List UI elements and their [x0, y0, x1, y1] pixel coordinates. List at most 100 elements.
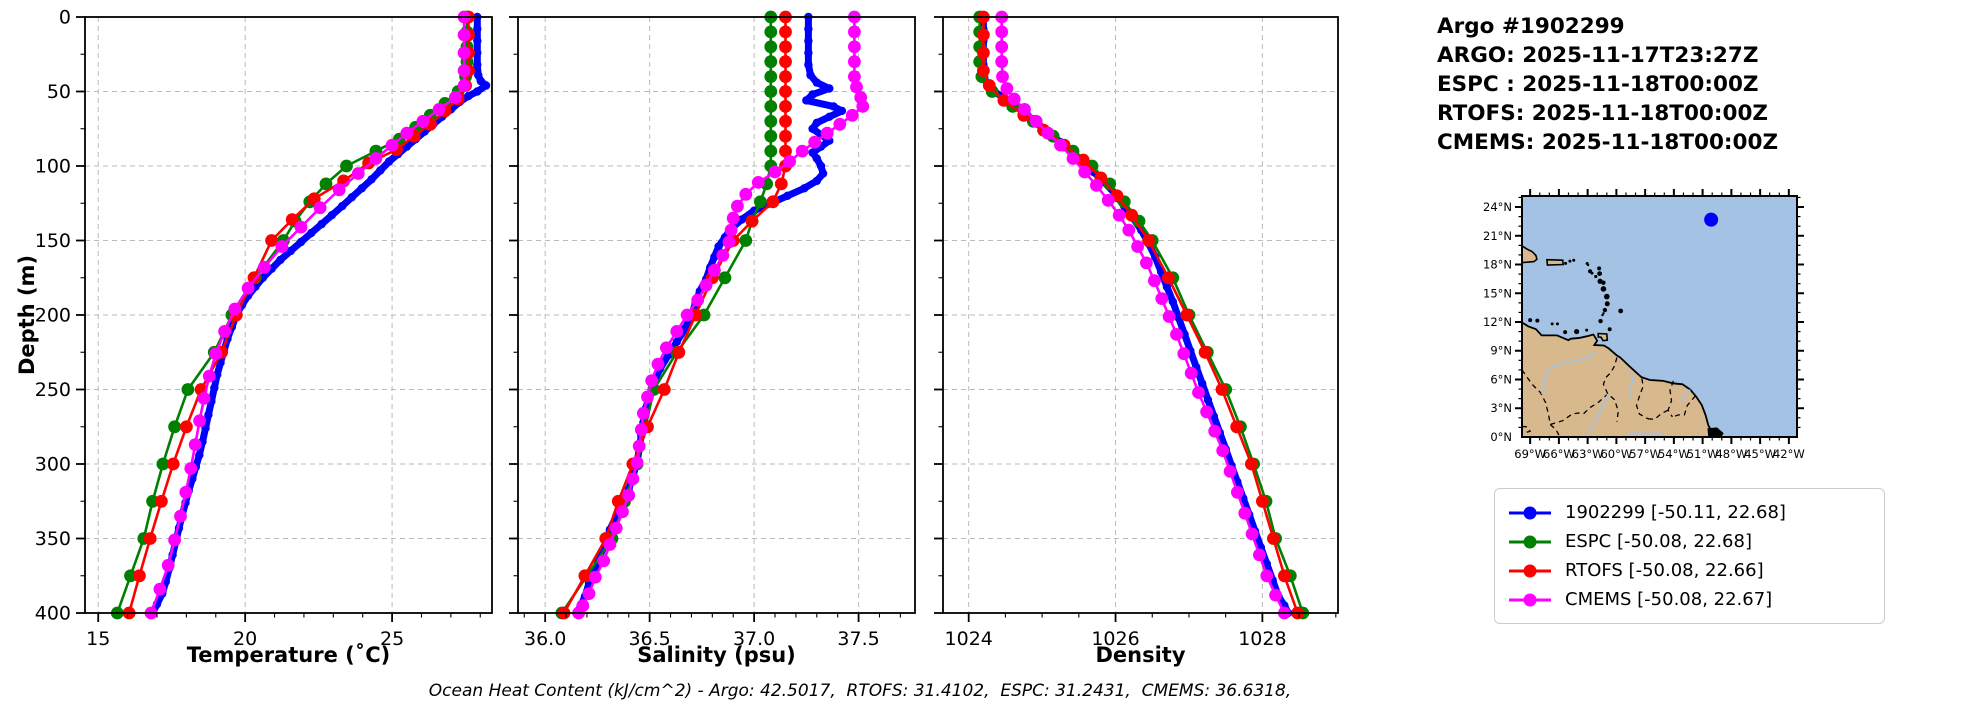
- map-island: [1618, 308, 1624, 314]
- salinity-axis-label: Salinity (psu): [637, 643, 796, 667]
- density-axis-label: Density: [1095, 643, 1186, 667]
- legend-label-argo: 1902299 [-50.11, 22.68]: [1565, 502, 1786, 523]
- map-island: [1586, 263, 1590, 267]
- map-island: [1535, 318, 1540, 323]
- map-border: [1549, 424, 1560, 436]
- map-lon-label: 48°W: [1715, 447, 1747, 461]
- ocean-heat-content-caption: Ocean Heat Content (kJ/cm^2) - Argo: 42.…: [428, 681, 1292, 701]
- svg-text:350: 350: [35, 528, 71, 550]
- map-lat-label: 0°N: [1490, 430, 1512, 444]
- map-river: [1540, 350, 1597, 395]
- legend-swatch-espc-icon: [1509, 535, 1551, 548]
- map-island: [1600, 286, 1607, 292]
- legend-label-cmems: CMEMS [-50.08, 22.67]: [1565, 589, 1773, 610]
- map-lat-label: 12°N: [1483, 315, 1512, 329]
- map-canvas: 24°N 21°N 18°N 15°N 12°N 9°N 6°N 3°N 0°N69°W66°W…: [1483, 189, 1805, 461]
- map-island: [1574, 328, 1580, 335]
- legend-label-espc: ESPC [-50.08, 22.68]: [1565, 531, 1752, 552]
- map-border: [1522, 369, 1551, 425]
- map-hispaniola: [1522, 244, 1538, 264]
- header-line-float-id: Argo #1902299: [1437, 14, 1625, 39]
- map-border: [1667, 380, 1675, 418]
- map-river: [1626, 430, 1667, 437]
- map-amazon-delta: [1707, 427, 1724, 437]
- map-lon-label: 69°W: [1514, 447, 1546, 461]
- legend-item-argo: 1902299 [-50.11, 22.68]: [1507, 498, 1872, 527]
- map-island: [1594, 274, 1598, 279]
- map-lon-label: 42°W: [1773, 447, 1805, 461]
- map-island: [1555, 322, 1559, 326]
- map-lat-label: 18°N: [1483, 258, 1512, 272]
- svg-text:1026: 1026: [1091, 628, 1139, 650]
- map-lat-label: 21°N: [1483, 229, 1512, 243]
- map-island: [1602, 307, 1608, 313]
- legend-swatch-argo-icon: [1509, 506, 1551, 519]
- map-river: [1628, 370, 1634, 400]
- map-trinidad: [1597, 332, 1609, 342]
- salinity-profile: 36.0 36.5 37.0 37.5: [509, 10, 916, 650]
- map-lat-label: 6°N: [1490, 372, 1512, 386]
- svg-text:150: 150: [35, 230, 71, 252]
- svg-text:0: 0: [59, 7, 71, 29]
- map-lon-label: 60°W: [1600, 447, 1632, 461]
- map-island: [1590, 271, 1594, 275]
- map-float-marker: [1704, 212, 1719, 227]
- map-puerto-rico: [1546, 258, 1565, 266]
- series-CMEMS: [995, 10, 1291, 620]
- density-profile: 1024 1026 1028: [934, 10, 1339, 650]
- map-river: [1679, 389, 1691, 403]
- svg-text:20: 20: [233, 628, 257, 650]
- legend-item-rtofs: RTOFS [-50.08, 22.66]: [1507, 556, 1872, 585]
- header-line-argo-time: ARGO: 2025-11-17T23:27Z: [1437, 43, 1759, 68]
- map-lat-label: 9°N: [1490, 344, 1512, 358]
- map-border: [1647, 409, 1669, 420]
- map-lon-label: 45°W: [1744, 447, 1776, 461]
- header-line-rtofs-time: RTOFS: 2025-11-18T00:00Z: [1437, 101, 1769, 126]
- legend-item-cmems: CMEMS [-50.08, 22.67]: [1507, 585, 1872, 614]
- map-island: [1601, 280, 1606, 285]
- svg-text:1028: 1028: [1238, 628, 1286, 650]
- map-island: [1572, 258, 1576, 262]
- svg-text:100: 100: [35, 156, 71, 178]
- svg-text:300: 300: [35, 454, 71, 476]
- map-lon-label: 54°W: [1658, 447, 1690, 461]
- map-border: [1522, 425, 1532, 435]
- legend-swatch-rtofs-icon: [1509, 564, 1551, 577]
- map-lon-label: 63°W: [1572, 447, 1604, 461]
- header-line-cmems-time: CMEMS: 2025-11-18T00:00Z: [1437, 130, 1779, 155]
- map-island: [1528, 318, 1533, 323]
- svg-text:50: 50: [47, 81, 71, 103]
- svg-text:400: 400: [35, 603, 71, 625]
- map-lat-label: 3°N: [1490, 401, 1512, 415]
- series-CMEMS: [144, 10, 471, 620]
- map-island: [1598, 318, 1603, 324]
- svg-text:25: 25: [380, 628, 404, 650]
- map-border: [1602, 357, 1619, 422]
- temperature-axis-label: Temperature (˚C): [186, 643, 391, 667]
- svg-text:200: 200: [35, 305, 71, 327]
- svg-text:1024: 1024: [945, 628, 993, 650]
- svg-text:36.0: 36.0: [524, 628, 566, 650]
- header-block: Argo #1902299 ARGO: 2025-11-17T23:27Z ES…: [1437, 12, 1778, 157]
- map-island: [1568, 259, 1572, 263]
- svg-text:36.5: 36.5: [628, 628, 670, 650]
- map-island: [1563, 330, 1568, 335]
- map-island: [1603, 293, 1610, 300]
- map-lat-label: 24°N: [1483, 200, 1512, 214]
- svg-text:37.0: 37.0: [733, 628, 775, 650]
- map-border: [1635, 378, 1649, 420]
- header-line-espc-time: ESPC : 2025-11-18T00:00Z: [1437, 72, 1759, 97]
- map-lon-label: 57°W: [1629, 447, 1661, 461]
- map-south-america: [1522, 321, 1716, 437]
- map-island: [1585, 328, 1589, 332]
- map-island: [1604, 301, 1610, 307]
- legend-swatch-cmems-icon: [1509, 593, 1551, 606]
- svg-text:37.5: 37.5: [837, 628, 879, 650]
- map-river: [1586, 393, 1609, 435]
- location-map: 24°N 21°N 18°N 15°N 12°N 9°N 6°N 3°N 0°N69°W66°W…: [1483, 189, 1805, 461]
- legend-label-rtofs: RTOFS [-50.08, 22.66]: [1565, 560, 1764, 581]
- map-island: [1550, 322, 1554, 326]
